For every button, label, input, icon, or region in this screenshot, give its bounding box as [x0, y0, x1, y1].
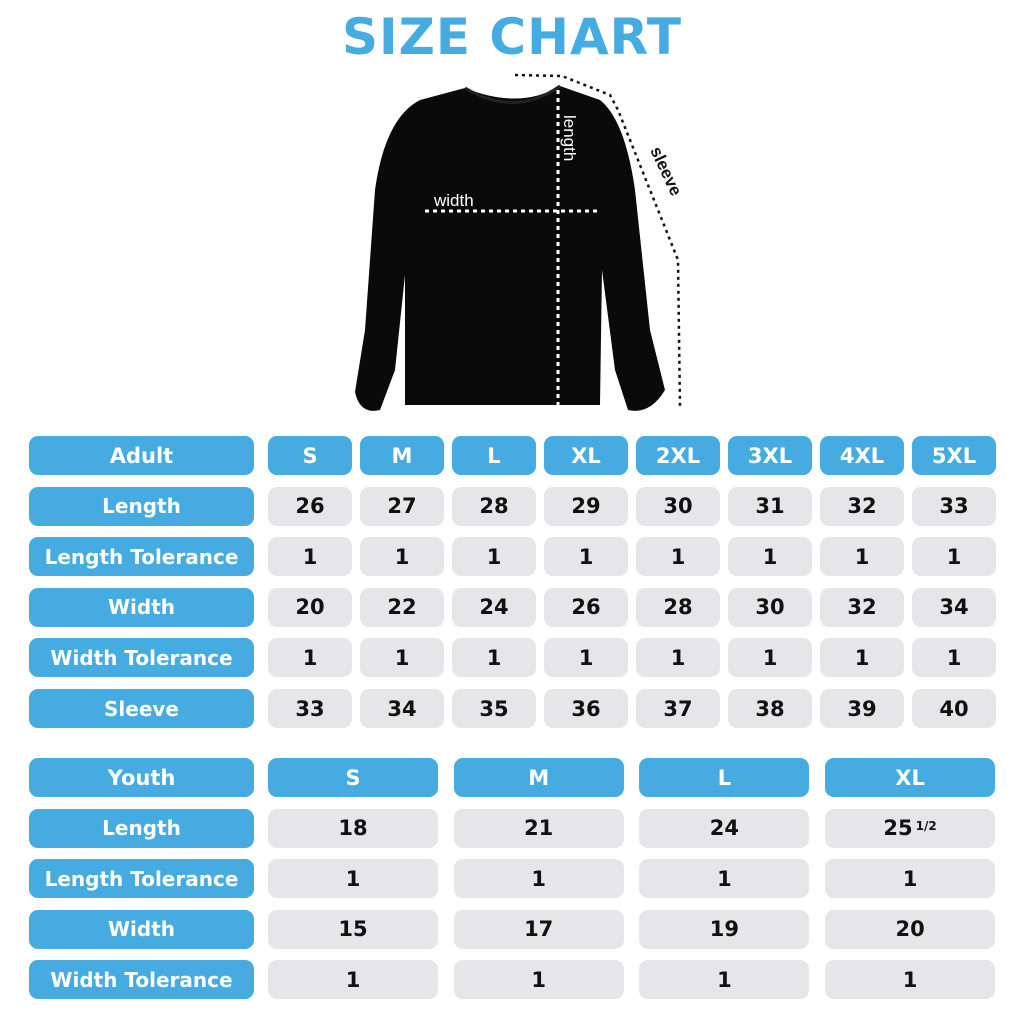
- adult-value-cell: 1: [268, 537, 352, 577]
- sweatshirt-image: [355, 86, 665, 411]
- page-title: SIZE CHART: [341, 8, 683, 66]
- adult-value-cell: 1: [728, 638, 812, 678]
- adult-value-cell: 30: [636, 486, 720, 526]
- youth-value-cell: 1: [453, 859, 624, 899]
- youth-value-cell: 20: [825, 909, 996, 949]
- youth-value-cell: 24: [639, 808, 810, 848]
- youth-value-cell: 1: [825, 960, 996, 1000]
- youth-value-cell: 1: [453, 960, 624, 1000]
- adult-value-cell: 40: [912, 689, 996, 728]
- youth-value-cell: 21: [453, 808, 624, 848]
- youth-value-cell: 1: [639, 859, 810, 899]
- youth-value-cell: 1: [268, 859, 438, 899]
- adult-value-cell: 38: [728, 689, 812, 728]
- adult-value-cell: 33: [912, 486, 996, 526]
- adult-size-header: M: [360, 436, 444, 475]
- youth-value-cell: 1: [825, 859, 996, 899]
- length-label: length: [560, 115, 579, 161]
- sweatshirt-diagram: width length sleeve: [355, 73, 686, 411]
- adult-size-header: 4XL: [820, 436, 904, 475]
- adult-value-cell: 34: [912, 587, 996, 627]
- adult-value-cell: 1: [912, 638, 996, 678]
- adult-value-cell: 34: [360, 689, 444, 728]
- width-label: width: [433, 191, 474, 210]
- adult-value-cell: 1: [636, 537, 720, 577]
- youth-size-header: XL: [825, 758, 996, 797]
- adult-size-header: L: [452, 436, 536, 475]
- adult-size-header: S: [268, 436, 352, 475]
- adult-value-cell: 29: [544, 486, 628, 526]
- adult-row-label: Sleeve: [29, 689, 254, 728]
- adult-size-header: XL: [544, 436, 628, 475]
- youth-value-cell: 19: [639, 909, 810, 949]
- adult-value-cell: 28: [452, 486, 536, 526]
- adult-value-cell: 1: [544, 537, 628, 577]
- adult-row-label: Width Tolerance: [29, 638, 254, 678]
- adult-value-cell: 26: [544, 587, 628, 627]
- adult-value-cell: 22: [360, 587, 444, 627]
- youth-value-cell: 17: [453, 909, 624, 949]
- youth-size-header: L: [639, 758, 810, 797]
- adult-value-cell: 1: [912, 537, 996, 577]
- adult-size-header: 2XL: [636, 436, 720, 475]
- adult-size-header: 5XL: [912, 436, 996, 475]
- sleeve-label: sleeve: [646, 144, 685, 199]
- youth-header-label: Youth: [29, 758, 254, 797]
- adult-value-cell: 24: [452, 587, 536, 627]
- youth-size-header: M: [453, 758, 624, 797]
- adult-value-cell: 1: [360, 537, 444, 577]
- youth-value-cell: 1: [268, 960, 438, 1000]
- adult-header-label: Adult: [29, 436, 254, 475]
- youth-value-cell: 18: [268, 808, 438, 848]
- youth-row-label: Length: [29, 808, 254, 848]
- adult-row-label: Length Tolerance: [29, 537, 254, 577]
- adult-value-cell: 36: [544, 689, 628, 728]
- adult-value-cell: 20: [268, 587, 352, 627]
- youth-size-header: S: [268, 758, 438, 797]
- youth-row-label: Width Tolerance: [29, 960, 254, 1000]
- adult-value-cell: 37: [636, 689, 720, 728]
- adult-value-cell: 1: [452, 537, 536, 577]
- adult-value-cell: 1: [636, 638, 720, 678]
- adult-value-cell: 1: [544, 638, 628, 678]
- youth-value-cell: 1: [639, 960, 810, 1000]
- adult-value-cell: 1: [360, 638, 444, 678]
- adult-value-cell: 35: [452, 689, 536, 728]
- youth-row-label: Width: [29, 909, 254, 949]
- adult-value-cell: 1: [452, 638, 536, 678]
- adult-value-cell: 1: [728, 537, 812, 577]
- adult-value-cell: 30: [728, 587, 812, 627]
- adult-value-cell: 33: [268, 689, 352, 728]
- adult-value-cell: 26: [268, 486, 352, 526]
- adult-value-cell: 1: [820, 537, 904, 577]
- adult-value-cell: 1: [268, 638, 352, 678]
- adult-row-label: Length: [29, 486, 254, 526]
- adult-value-cell: 28: [636, 587, 720, 627]
- youth-row-label: Length Tolerance: [29, 859, 254, 899]
- adult-value-cell: 39: [820, 689, 904, 728]
- adult-size-header: 3XL: [728, 436, 812, 475]
- adult-value-cell: 1: [820, 638, 904, 678]
- youth-value-cell: 25 1/2: [825, 808, 996, 848]
- adult-row-label: Width: [29, 587, 254, 627]
- adult-value-cell: 31: [728, 486, 812, 526]
- youth-value-cell: 15: [268, 909, 438, 949]
- adult-value-cell: 32: [820, 587, 904, 627]
- adult-value-cell: 32: [820, 486, 904, 526]
- adult-value-cell: 27: [360, 486, 444, 526]
